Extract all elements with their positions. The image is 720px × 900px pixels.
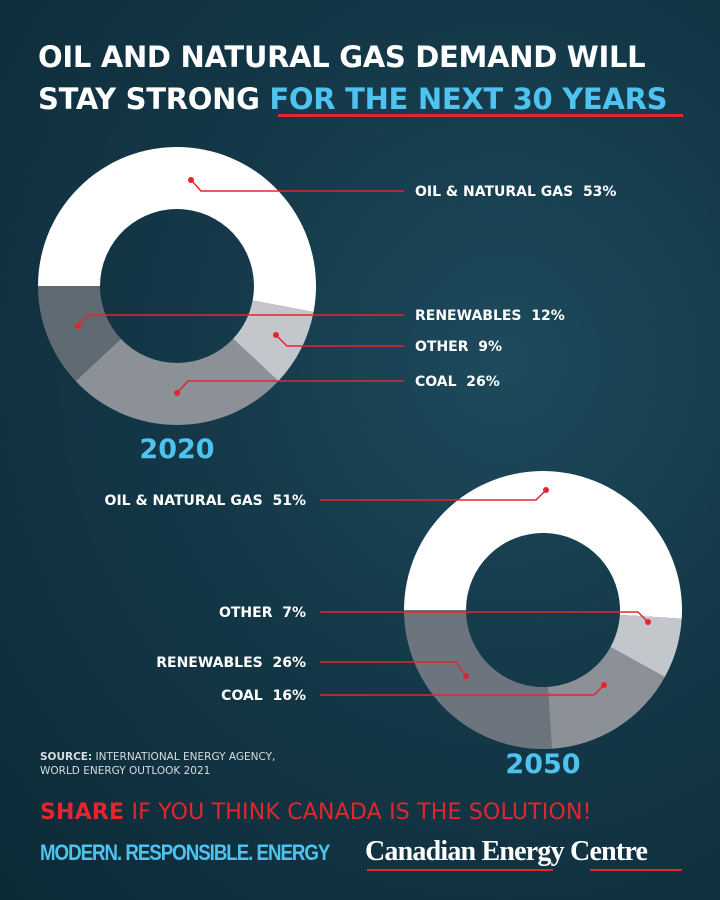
slice-label: OTHER 9% (415, 339, 502, 355)
donut-slice-oil-natural-gas (38, 147, 316, 313)
logo: Canadian Energy Centre (365, 836, 648, 867)
leader-dot (645, 619, 651, 625)
logo-underline (590, 869, 682, 871)
tagline: MODERN. RESPONSIBLE. ENERGY (40, 840, 330, 865)
slice-label: RENEWABLES 26% (156, 655, 306, 671)
share-callout: SHARE IF YOU THINK CANADA IS THE SOLUTIO… (40, 800, 592, 825)
slice-label: COAL 16% (221, 688, 306, 704)
source-note: SOURCE: INTERNATIONAL ENERGY AGENCY, WOR… (40, 750, 275, 778)
slice-label: RENEWABLES 12% (415, 308, 565, 324)
year-label: 2020 (139, 434, 214, 465)
leader-dot (273, 332, 279, 338)
title-underline (278, 114, 683, 117)
leader-line (77, 314, 404, 327)
leader-line (320, 661, 467, 677)
leader-line (275, 334, 404, 347)
share-text: IF YOU THINK CANADA IS THE SOLUTION! (124, 800, 592, 825)
page-title: OIL AND NATURAL GAS DEMAND WILL STAY STR… (38, 36, 668, 120)
leader-line (190, 179, 404, 192)
year-label: 2050 (505, 749, 580, 780)
donut-slice-other (610, 614, 682, 677)
donut-slice-coal (547, 647, 665, 749)
slice-label: OIL & NATURAL GAS 53% (415, 184, 616, 200)
leader-dot (601, 682, 607, 688)
title-part: STAY STRONG (38, 82, 270, 116)
leader-dot (174, 390, 180, 396)
slice-label: OIL & NATURAL GAS 51% (105, 493, 306, 509)
donut-slice-renewables (37, 286, 121, 382)
leader-dot (543, 487, 549, 493)
donut-chart-2050: OIL & NATURAL GAS 51% OTHER 7% COAL 16% REN… (105, 470, 682, 780)
title-line-1: OIL AND NATURAL GAS DEMAND WILL (38, 40, 646, 74)
donut-slice-coal (75, 338, 279, 425)
title-line-2: STAY STRONG FOR THE NEXT 30 YEARS (38, 78, 668, 120)
leader-dot (463, 673, 469, 679)
slice-label: COAL 26% (415, 374, 500, 390)
leader-line (320, 489, 547, 501)
leader-dot (75, 323, 81, 329)
source-line-2: WORLD ENERGY OUTLOOK 2021 (40, 765, 211, 777)
leader-dot (188, 177, 194, 183)
title-highlight: FOR THE NEXT 30 YEARS (269, 82, 668, 116)
slice-label: OTHER 7% (219, 605, 306, 621)
logo-underline (367, 869, 553, 871)
source-line-1: INTERNATIONAL ENERGY AGENCY, (92, 751, 276, 763)
donut-slice-other (233, 300, 314, 382)
leader-line (176, 380, 404, 394)
share-bold: SHARE (40, 800, 125, 825)
donut-slice-renewables (404, 610, 552, 749)
leader-line (320, 684, 605, 696)
source-label: SOURCE: (40, 751, 93, 763)
leader-line (320, 611, 649, 623)
donut-chart-2020: OIL & NATURAL GAS 53% OTHER 9% COAL 26% REN… (37, 147, 616, 465)
donut-slice-oil-natural-gas (404, 470, 682, 619)
